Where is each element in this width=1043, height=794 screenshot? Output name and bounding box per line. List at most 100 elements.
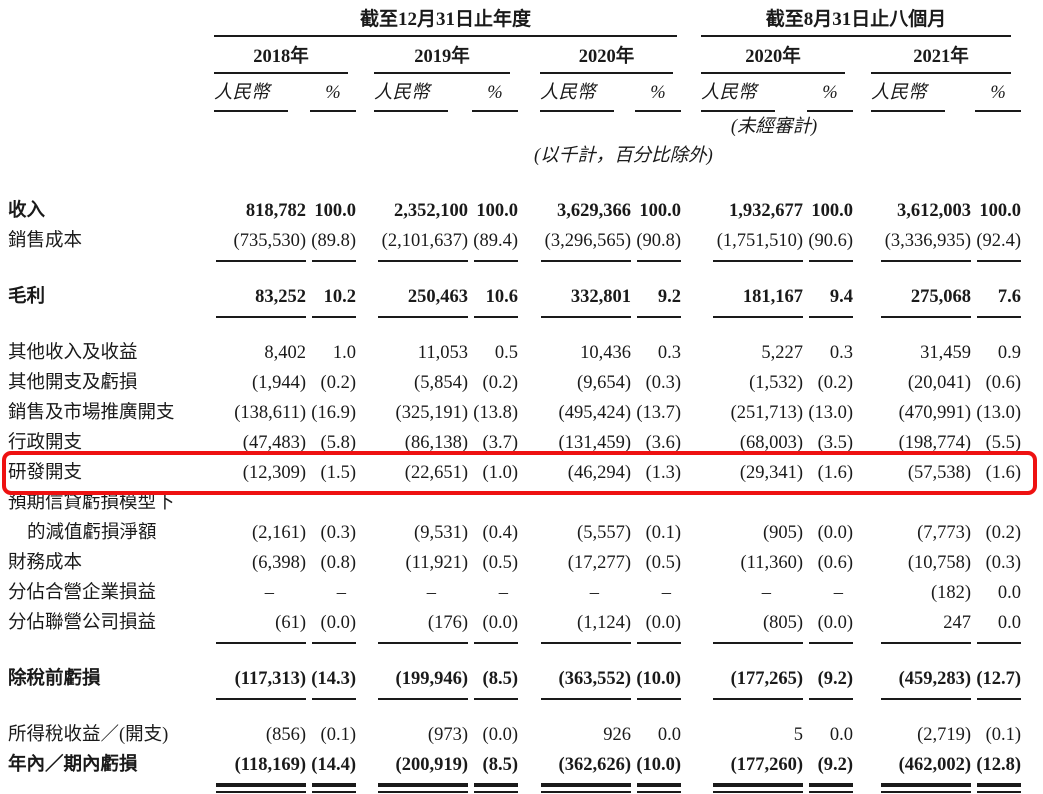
spacer-row — [8, 268, 1021, 282]
year-header-2018: 2018年 — [214, 37, 348, 74]
amount-cell: (177,265) — [730, 669, 804, 689]
amount-cell: (118,169) — [234, 755, 306, 775]
table-body: 收入 818,782 100.0 2,352,100 100.0 3,629,366 100… — [8, 196, 1022, 793]
amount-cell: (182) — [930, 583, 972, 603]
amount-cell: 332,801 — [570, 287, 631, 307]
table-row: 毛利 83,252 10.2 250,463 10.6 332,801 9.2 181,167… — [8, 282, 1021, 312]
amount-cell: (9,531) — [414, 523, 468, 543]
percent-column-header: % — [310, 74, 356, 112]
percent-cell: (0.0) — [817, 613, 854, 633]
percent-cell: (92.4) — [976, 231, 1022, 251]
amount-cell — [681, 488, 803, 518]
rule-row — [8, 256, 1022, 268]
amount-cell: (1,944) — [252, 373, 306, 393]
spacer-row — [8, 324, 1021, 338]
amount-cell: (131,459) — [558, 433, 631, 453]
amount-cell: 3,629,366 — [557, 201, 631, 221]
percent-column-header: % — [975, 74, 1022, 112]
percent-cell: (1.6) — [985, 463, 1022, 483]
amount-cell: (47,483) — [242, 433, 306, 453]
row-label: 其他收入及收益 — [8, 343, 138, 363]
amount-cell: 3,612,003 — [897, 201, 972, 221]
percent-cell: 0.9 — [997, 343, 1022, 363]
percent-cell: (0.3) — [985, 553, 1022, 573]
amount-cell: (177,260) — [730, 755, 804, 775]
percent-cell: (90.6) — [808, 231, 854, 251]
amount-cell: (470,991) — [898, 403, 972, 423]
percent-cell: (0.0) — [817, 523, 854, 543]
row-label: 財務成本 — [8, 553, 83, 573]
percent-cell: – — [336, 583, 346, 603]
amount-cell: (3,336,935) — [884, 231, 972, 251]
amount-cell: 5 — [793, 725, 804, 745]
percent-cell: (3.5) — [817, 433, 854, 453]
amount-cell: 181,167 — [742, 287, 804, 307]
table-row: 財務成本 (6,398) (0.8) (11,921) (0.5) (17,277) (0.… — [8, 548, 1021, 578]
table-row: 所得稅收益／(開支) (856) (0.1) (973) (0.0) 926 0.0 5 0.0… — [8, 720, 1021, 750]
percent-cell: (12.7) — [976, 669, 1022, 689]
percent-cell: (8.5) — [482, 755, 518, 775]
amount-cell: (3,296,565) — [544, 231, 631, 251]
amount-cell: 10,436 — [580, 343, 631, 363]
spacer-row — [8, 650, 1021, 664]
percent-cell: (1.5) — [320, 463, 356, 483]
percent-cell — [468, 488, 518, 518]
percent-cell: – — [833, 583, 844, 603]
amount-cell: (29,341) — [739, 463, 804, 483]
percent-cell: (0.0) — [482, 725, 518, 745]
percent-column-header: % — [635, 74, 682, 112]
percent-cell: (0.1) — [645, 523, 682, 543]
percent-cell: 100.0 — [639, 201, 682, 221]
percent-cell — [971, 488, 1021, 518]
amount-cell: (363,552) — [558, 669, 631, 689]
table-row: 預期信貸虧損模型下 — [8, 488, 1021, 518]
amount-cell: (10,758) — [907, 553, 972, 573]
table-row: 收入 818,782 100.0 2,352,100 100.0 3,629,366 100… — [8, 196, 1021, 226]
amount-cell: (805) — [762, 613, 804, 633]
amount-cell: (2,101,637) — [381, 231, 468, 251]
table-row: 研發開支 (12,309) (1.5) (22,651) (1.0) (46,294) (1… — [8, 458, 1021, 488]
percent-cell: 0.5 — [494, 343, 518, 363]
percent-cell: (0.0) — [320, 613, 356, 633]
amount-column-header: 人民幣 — [540, 74, 614, 112]
amount-cell: (462,002) — [898, 755, 972, 775]
percent-cell: (8.5) — [482, 669, 518, 689]
percent-cell: 9.2 — [657, 287, 682, 307]
table-row: 其他開支及虧損 (1,944) (0.2) (5,854) (0.2) (9,654) (0… — [8, 368, 1021, 398]
percent-cell: 0.0 — [829, 725, 854, 745]
rule-row — [8, 694, 1022, 706]
amount-cell: (325,191) — [395, 403, 468, 423]
percent-cell: (0.2) — [320, 373, 356, 393]
amount-column-header: 人民幣 — [871, 74, 946, 112]
percent-cell: (5.8) — [320, 433, 356, 453]
percent-cell: (5.5) — [985, 433, 1022, 453]
row-label: 收入 — [8, 201, 46, 221]
amount-cell: – — [761, 583, 772, 603]
amount-cell — [356, 488, 468, 518]
percent-cell: 0.3 — [657, 343, 682, 363]
amount-cell: (138,611) — [234, 403, 306, 423]
percent-cell: 10.2 — [323, 287, 356, 307]
percent-cell: 10.6 — [485, 287, 518, 307]
percent-cell: (13.0) — [808, 403, 854, 423]
row-label: 分佔合營企業損益 — [8, 583, 157, 603]
amount-cell: (495,424) — [558, 403, 631, 423]
period-group-header-row: 截至12月31日止年度 截至8月31日止八個月 — [8, 8, 1021, 37]
year-header-2019: 2019年 — [374, 37, 510, 74]
amount-cell: 247 — [943, 613, 972, 633]
percent-cell: (13.0) — [976, 403, 1022, 423]
rule-row — [8, 312, 1022, 324]
period-group-eight-months-title: 截至8月31日止八個月 — [701, 8, 1012, 37]
percent-cell: (9.2) — [817, 669, 854, 689]
amount-cell: (905) — [762, 523, 804, 543]
percent-cell: (16.9) — [311, 403, 356, 423]
percent-cell: (0.6) — [817, 553, 854, 573]
row-label: 銷售成本 — [8, 231, 83, 251]
amount-cell: – — [589, 583, 599, 603]
percent-cell: (12.8) — [976, 755, 1022, 775]
spacer-row — [8, 170, 1021, 196]
amount-cell: 11,053 — [417, 343, 468, 363]
percent-cell: (0.2) — [482, 373, 518, 393]
amount-column-header: 人民幣 — [214, 74, 288, 112]
